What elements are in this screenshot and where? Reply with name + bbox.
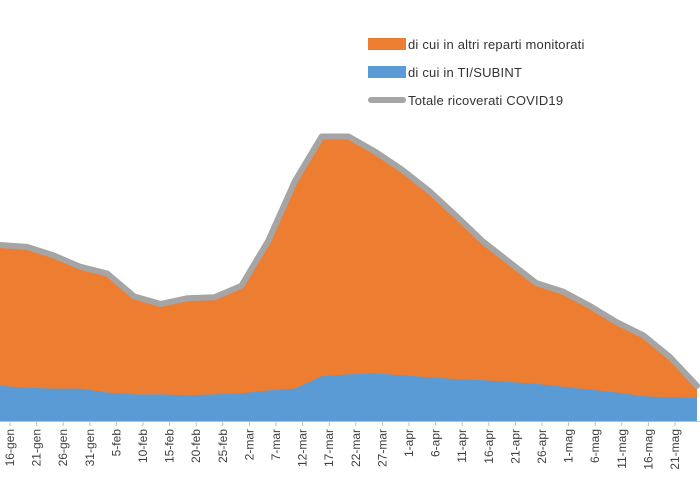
x-tick-label: 25-feb: [216, 429, 230, 463]
x-tick-label: 6-apr: [429, 429, 443, 457]
legend-label-totale: Totale ricoverati COVID19: [408, 92, 564, 108]
legend-item-altri-reparti: di cui in altri reparti monitorati: [368, 30, 585, 58]
x-tick-label: 5-feb: [109, 429, 123, 457]
x-tick-label: 10-feb: [136, 429, 150, 463]
legend-item-ti-subint: di cui in TI/SUBINT: [368, 58, 585, 86]
x-tick-label: 16-mag: [641, 429, 655, 470]
legend-label-ti-subint: di cui in TI/SUBINT: [408, 64, 523, 80]
x-tick-label: 26-gen: [56, 429, 70, 466]
legend-label-altri-reparti: di cui in altri reparti monitorati: [408, 36, 585, 52]
x-tick-label: 31-gen: [83, 429, 97, 466]
legend-item-totale: Totale ricoverati COVID19: [368, 86, 585, 114]
x-tick-label: 21-mag: [668, 429, 682, 470]
x-tick-label: 12-mar: [296, 429, 310, 467]
x-tick-label: 26-apr: [535, 429, 549, 464]
x-tick-label: 7-mar: [269, 429, 283, 460]
x-tick-label: 22-mar: [349, 429, 363, 467]
x-tick-label: 11-mag: [615, 429, 629, 469]
area-ti-subint: [0, 373, 697, 421]
legend: di cui in altri reparti monitorati di cu…: [368, 30, 585, 114]
line-totale-ricoverati: [0, 133, 700, 389]
x-tick-label: 15-feb: [163, 429, 177, 463]
x-tick-label: 27-mar: [375, 429, 389, 467]
x-tick-label: 6-mag: [588, 429, 602, 463]
x-tick-label: 1-mag: [562, 429, 576, 463]
x-tick-label: 20-feb: [189, 429, 203, 463]
area-altri-reparti: [0, 136, 697, 421]
x-tick-label: 16-gen: [3, 429, 17, 466]
x-tick-label: 17-mar: [322, 429, 336, 467]
legend-swatch-altri-reparti: [368, 38, 406, 50]
x-tick-label: 11-apr: [455, 429, 469, 463]
x-axis: [0, 421, 700, 426]
plot-areas: [0, 133, 700, 421]
x-tick-labels: 16-gen 21-gen 26-gen 31-gen 5-feb 10-feb 15-fe…: [3, 429, 682, 470]
x-tick-label: 1-apr: [402, 429, 416, 457]
x-tick-label: 21-apr: [508, 429, 522, 464]
legend-swatch-ti-subint: [368, 66, 406, 78]
x-tick-label: 21-gen: [30, 429, 44, 466]
x-tick-label: 16-apr: [482, 429, 496, 464]
legend-swatch-totale: [368, 97, 406, 103]
x-tick-label: 2-mar: [242, 429, 256, 460]
